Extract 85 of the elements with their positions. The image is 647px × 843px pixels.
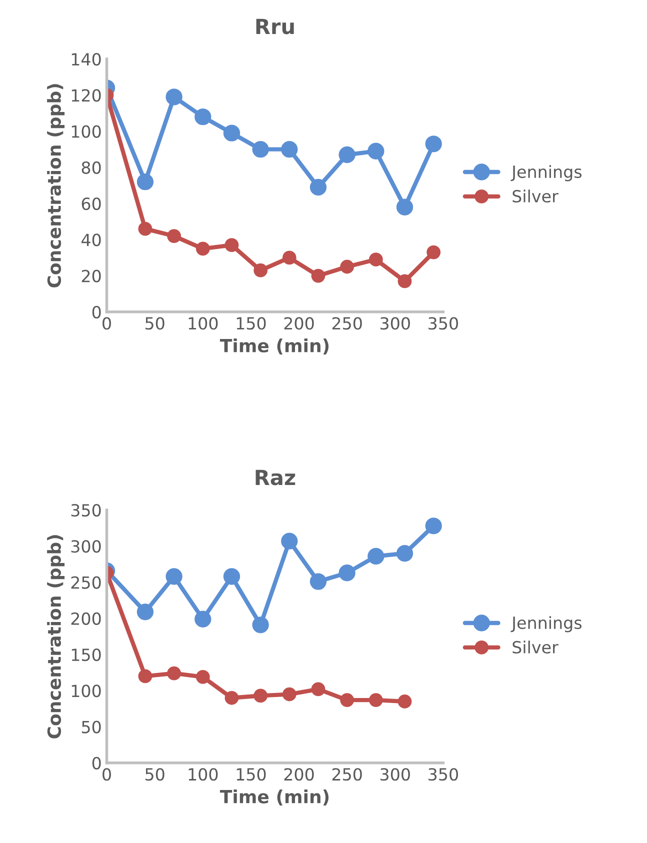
y-tick-label: 50 bbox=[82, 720, 101, 734]
point bbox=[196, 670, 210, 684]
x-axis-title: Time (min) bbox=[220, 338, 329, 355]
legend-label: Jennings bbox=[510, 165, 582, 182]
point bbox=[281, 141, 298, 158]
point bbox=[254, 688, 268, 703]
point bbox=[338, 146, 356, 164]
legend-label: Silver bbox=[512, 640, 558, 654]
point bbox=[136, 604, 154, 620]
x-tick-label: 0 bbox=[102, 768, 111, 781]
y-tick-label: 300 bbox=[71, 540, 101, 553]
point bbox=[196, 242, 210, 256]
point bbox=[252, 616, 269, 634]
point bbox=[224, 238, 239, 252]
point bbox=[136, 174, 154, 190]
x-tick-label: 250 bbox=[332, 317, 362, 330]
x-tick-label: 0 bbox=[102, 317, 111, 330]
y-tick-label: 0 bbox=[92, 756, 101, 770]
point bbox=[398, 274, 412, 288]
y-tick-label: 100 bbox=[72, 684, 101, 698]
point bbox=[310, 178, 327, 196]
point bbox=[340, 693, 354, 707]
x-tick-label: 50 bbox=[146, 317, 164, 330]
point bbox=[425, 518, 442, 534]
point bbox=[396, 545, 414, 562]
point bbox=[223, 568, 240, 585]
y-tick-label: 80 bbox=[82, 161, 101, 174]
point bbox=[368, 142, 384, 160]
point bbox=[425, 136, 442, 152]
point bbox=[223, 124, 240, 142]
point bbox=[398, 694, 412, 708]
point bbox=[252, 141, 269, 158]
chart-title: Raz bbox=[256, 470, 296, 486]
x-tick-label: 50 bbox=[146, 768, 164, 781]
point bbox=[166, 88, 182, 106]
y-tick-label: 0 bbox=[92, 306, 101, 318]
x-tick-label: 150 bbox=[236, 768, 266, 781]
x-tick-label: 300 bbox=[380, 317, 410, 330]
point bbox=[368, 548, 384, 565]
y-tick-label: 60 bbox=[82, 197, 101, 210]
x-tick-label: 350 bbox=[428, 317, 458, 330]
point bbox=[311, 268, 326, 283]
point bbox=[310, 573, 327, 590]
y-axis-title: Concentration (ppb) bbox=[47, 535, 65, 738]
x-tick-label: 150 bbox=[236, 317, 266, 330]
legend-label: Jennings bbox=[510, 616, 582, 632]
y-tick-label: 150 bbox=[72, 648, 101, 662]
x-tick-label: 350 bbox=[428, 768, 458, 781]
point bbox=[338, 564, 356, 582]
point bbox=[426, 245, 441, 260]
point bbox=[194, 610, 212, 628]
x-tick-label: 300 bbox=[380, 768, 410, 781]
y-tick-label: 120 bbox=[72, 89, 101, 102]
point bbox=[368, 252, 383, 266]
point bbox=[224, 690, 239, 705]
x-axis-title: Time (min) bbox=[220, 789, 329, 806]
y-tick-label: 40 bbox=[82, 234, 101, 246]
point bbox=[167, 666, 181, 680]
x-tick-label: 100 bbox=[188, 768, 218, 781]
x-tick-label: 200 bbox=[284, 317, 314, 330]
y-tick-label: 20 bbox=[82, 270, 101, 282]
chart-title: Rru bbox=[256, 18, 294, 34]
point bbox=[194, 108, 212, 126]
point bbox=[340, 260, 354, 274]
x-tick-label: 100 bbox=[188, 317, 218, 330]
point bbox=[166, 568, 182, 585]
y-axis-title: Concentration (ppb) bbox=[47, 84, 65, 288]
legend-label: Silver bbox=[512, 190, 558, 203]
point bbox=[282, 687, 296, 702]
point bbox=[138, 222, 152, 236]
point bbox=[368, 693, 383, 707]
point bbox=[138, 669, 152, 684]
point bbox=[396, 198, 414, 216]
y-tick-label: 140 bbox=[72, 52, 101, 66]
x-tick-label: 200 bbox=[284, 768, 314, 781]
x-tick-label: 250 bbox=[332, 768, 362, 781]
y-tick-label: 200 bbox=[71, 612, 101, 625]
point bbox=[311, 682, 326, 696]
y-tick-label: 250 bbox=[71, 576, 101, 589]
y-tick-label: 350 bbox=[71, 504, 101, 517]
point bbox=[281, 532, 298, 550]
point bbox=[167, 229, 181, 243]
point bbox=[282, 250, 296, 265]
point bbox=[254, 263, 268, 278]
y-tick-label: 100 bbox=[72, 125, 101, 138]
